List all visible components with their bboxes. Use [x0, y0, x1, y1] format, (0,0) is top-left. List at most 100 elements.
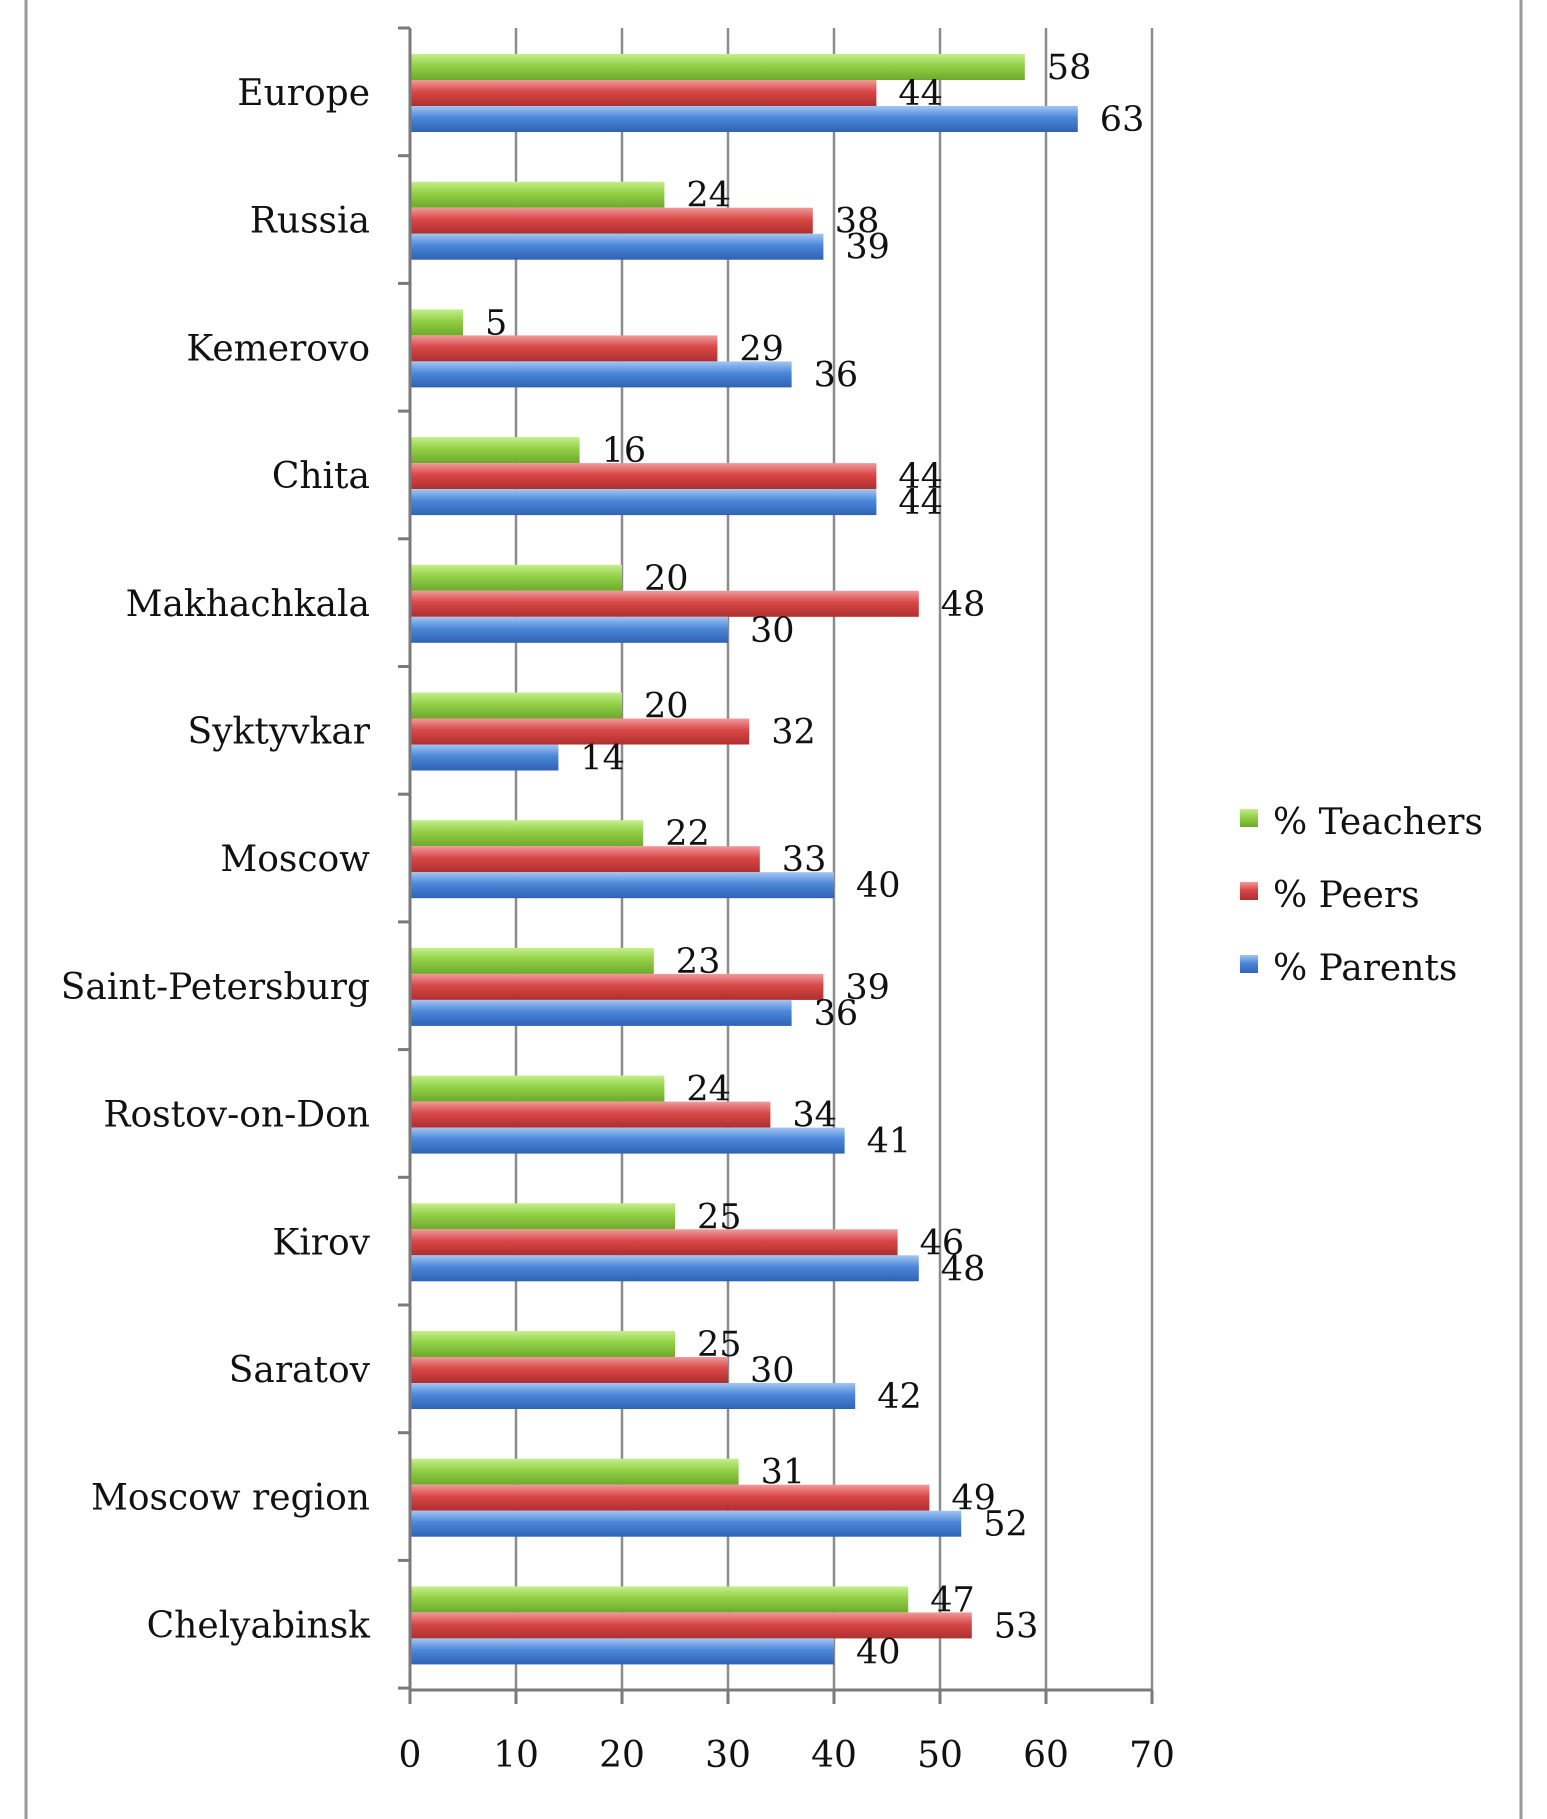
data-label: 30 [750, 1351, 795, 1391]
axes [398, 26, 1154, 1704]
bar [410, 1229, 898, 1256]
category-label: Saratov [229, 1350, 371, 1391]
data-label: 31 [761, 1453, 806, 1493]
legend-label: % Parents [1273, 948, 1457, 989]
x-tick-label: 0 [399, 1735, 422, 1776]
data-label: 53 [994, 1606, 1039, 1646]
bar [410, 1586, 909, 1613]
data-label: 42 [877, 1377, 922, 1417]
data-label: 47 [930, 1580, 975, 1620]
data-label: 52 [983, 1505, 1028, 1545]
category-label: Moscow [220, 839, 370, 880]
bar [410, 999, 792, 1026]
bar [410, 361, 792, 388]
data-label: 24 [686, 1070, 731, 1110]
bar [410, 489, 877, 516]
category-label: Kirov [272, 1222, 370, 1263]
bar [410, 437, 580, 464]
data-label: 44 [898, 74, 943, 114]
data-label: 39 [845, 228, 890, 268]
data-label: 49 [951, 1479, 996, 1519]
data-label: 20 [644, 559, 689, 599]
data-label: 25 [697, 1197, 742, 1237]
value-labels: 5844632438395293616444420483020321422334… [485, 48, 1144, 1672]
bar [410, 718, 750, 745]
bar [410, 872, 834, 899]
category-label: Saint-Petersburg [61, 967, 370, 1008]
bar [410, 207, 813, 234]
data-label: 40 [856, 1632, 901, 1672]
legend-swatch [1240, 955, 1258, 973]
category-label: Chelyabinsk [147, 1605, 372, 1646]
bar [410, 1203, 675, 1230]
legend-swatch [1240, 809, 1258, 827]
bar [410, 233, 824, 260]
bar [410, 80, 877, 106]
data-label: 36 [814, 994, 859, 1034]
category-label: Russia [250, 201, 370, 242]
bar [410, 54, 1025, 80]
bar [410, 590, 919, 617]
x-tick-label: 40 [811, 1735, 857, 1776]
data-label: 33 [782, 840, 827, 880]
bar [410, 1075, 665, 1102]
data-label: 5 [485, 303, 507, 343]
bar [410, 463, 877, 490]
data-label: 34 [792, 1096, 837, 1136]
x-tick-label: 50 [917, 1735, 963, 1776]
bar [410, 1357, 728, 1383]
data-label: 16 [602, 431, 647, 471]
category-labels: Europe Russia Kemerovo Chita Makhachkala Sykt… [61, 73, 371, 1646]
bar [410, 1255, 919, 1282]
bar [410, 1484, 930, 1511]
bar [410, 564, 622, 591]
bar [410, 744, 559, 771]
category-label: Europe [237, 73, 370, 114]
data-label: 44 [898, 483, 943, 523]
data-label: 58 [1047, 48, 1092, 88]
data-label: 40 [856, 866, 901, 906]
category-label: Chita [272, 456, 370, 497]
bar [410, 1458, 739, 1485]
data-label: 20 [644, 687, 689, 727]
bar [410, 106, 1078, 132]
category-label: Syktyvkar [188, 712, 371, 753]
category-label: Makhachkala [126, 584, 370, 625]
bar [410, 181, 665, 208]
bar [410, 846, 760, 873]
data-label: 48 [941, 1249, 986, 1289]
data-label: 23 [676, 942, 721, 982]
bar [410, 692, 622, 719]
data-label: 22 [665, 814, 710, 854]
data-label: 48 [941, 585, 986, 625]
bar [410, 335, 718, 362]
data-label: 36 [814, 355, 859, 395]
data-label: 32 [771, 713, 816, 753]
legend-swatch [1240, 882, 1258, 900]
legend-label: % Teachers [1273, 802, 1483, 843]
data-label: 25 [697, 1325, 742, 1365]
x-tick-label: 20 [599, 1735, 645, 1776]
bar [410, 1383, 856, 1409]
bar [410, 947, 654, 974]
x-tick-label: 70 [1129, 1735, 1175, 1776]
bar [410, 1331, 675, 1357]
data-label: 38 [835, 202, 880, 242]
data-label: 39 [845, 968, 890, 1008]
data-label: 14 [580, 739, 625, 779]
bar [410, 309, 463, 336]
bar [410, 1101, 771, 1128]
data-label: 63 [1100, 100, 1145, 140]
bar [410, 1127, 845, 1154]
x-tick-label: 60 [1023, 1735, 1069, 1776]
category-label: Rostov-on-Don [103, 1095, 370, 1136]
bar [410, 616, 728, 643]
category-label: Kemerovo [186, 328, 370, 369]
bar [410, 1612, 972, 1639]
data-label: 30 [750, 611, 795, 651]
category-label: Moscow region [91, 1478, 370, 1519]
x-tick-labels: 0 10 20 30 40 50 60 70 [399, 1735, 1175, 1776]
bar [410, 973, 824, 1000]
